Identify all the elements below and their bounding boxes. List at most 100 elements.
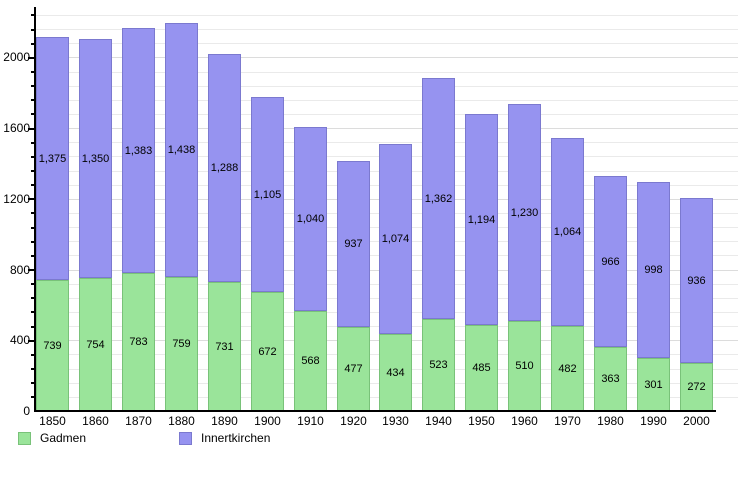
bar-1860: 1,350 754: [79, 39, 112, 411]
value-label: 272: [687, 381, 706, 393]
bar-segment-innertkirchen: 936: [680, 198, 713, 363]
x-axis-tick-label: 1860: [82, 414, 109, 428]
value-label: 523: [429, 359, 448, 371]
y-axis-tick: [28, 198, 35, 201]
bar-segment-innertkirchen: 1,230: [508, 104, 541, 321]
gridline: [36, 71, 738, 73]
legend-label-innertkirchen: Innertkirchen: [201, 431, 271, 445]
x-axis-tick-label: 1920: [340, 414, 367, 428]
y-axis-tick: [31, 297, 35, 300]
bar-segment-innertkirchen: 1,383: [122, 28, 155, 273]
gadmen-legend-swatch: [18, 431, 31, 445]
value-label: 477: [344, 363, 363, 375]
bar-segment-innertkirchen: 937: [337, 161, 370, 327]
bar-segment-gadmen: 272: [680, 363, 713, 411]
value-label: 783: [129, 336, 148, 348]
value-label: 1,438: [167, 144, 196, 156]
bar-segment-innertkirchen: 1,288: [208, 54, 241, 282]
value-label: 363: [601, 373, 620, 385]
bar-1910: 1,040 568: [294, 127, 327, 411]
y-axis-tick: [31, 184, 35, 187]
y-axis-tick: [31, 141, 35, 144]
y-axis-tick: [31, 113, 35, 116]
value-label: 485: [472, 362, 491, 374]
value-label: 1,362: [424, 192, 453, 205]
y-axis-tick: [31, 311, 35, 314]
y-axis-tick-label: 800: [9, 262, 30, 277]
y-axis-tick: [31, 155, 35, 158]
y-axis-tick: [28, 269, 35, 272]
value-label: 1,064: [553, 226, 582, 238]
y-axis-tick: [31, 254, 35, 257]
bar-segment-gadmen: 301: [637, 358, 670, 411]
y-axis-tick: [31, 226, 35, 229]
bar-segment-innertkirchen: 998: [637, 182, 670, 358]
value-label: 966: [601, 255, 620, 268]
bar-1940: 1,362 523: [422, 78, 455, 411]
bar-segment-innertkirchen: 966: [594, 176, 627, 347]
y-axis-tick: [28, 127, 35, 130]
bar-2000: 936 272: [680, 198, 713, 411]
x-axis-tick-label: 1980: [597, 414, 624, 428]
bar-1950: 1,194 485: [465, 114, 498, 411]
bar-segment-innertkirchen: 1,074: [379, 144, 412, 334]
x-axis-tick-label: 2000: [683, 414, 710, 428]
value-label: 510: [515, 360, 534, 372]
bar-segment-innertkirchen: 1,194: [465, 114, 498, 325]
value-label: 1,375: [38, 152, 67, 165]
bar-segment-innertkirchen: 1,350: [79, 39, 112, 278]
value-label: 754: [86, 338, 105, 351]
bar-segment-gadmen: 485: [465, 325, 498, 411]
value-label: 998: [644, 264, 663, 276]
value-label: 1,105: [253, 188, 282, 201]
y-axis-tick-label: 400: [9, 333, 30, 348]
y-axis-tick: [31, 353, 35, 356]
legend-label-gadmen: Gadmen: [40, 431, 87, 445]
y-axis-tick: [31, 28, 35, 31]
x-axis-tick-label: 1960: [511, 414, 538, 428]
gridline: [36, 57, 738, 59]
y-axis-line: [34, 7, 36, 412]
bar-1990: 998 301: [637, 182, 670, 411]
x-axis-tick-label: 1870: [125, 414, 152, 428]
value-label: 936: [687, 274, 706, 287]
bar-segment-gadmen: 739: [36, 280, 69, 411]
x-axis-tick-label: 1970: [554, 414, 581, 428]
bar-segment-gadmen: 672: [251, 292, 284, 411]
legend-item-gadmen: Gadmen: [18, 431, 86, 445]
legend-item-innertkirchen: Innertkirchen: [179, 431, 270, 445]
value-label: 1,350: [81, 152, 110, 165]
y-axis-tick-label: 2000: [3, 50, 30, 65]
x-axis-tick-label: 1850: [39, 414, 66, 428]
x-axis-tick-label: 1990: [640, 414, 667, 428]
value-label: 937: [344, 238, 363, 250]
bar-1960: 1,230 510: [508, 104, 541, 411]
y-axis-tick: [31, 99, 35, 102]
bar-1930: 1,074 434: [379, 144, 412, 411]
y-axis-tick: [31, 170, 35, 173]
value-label: 672: [258, 345, 277, 358]
innertkirchen-legend-swatch: [179, 431, 192, 445]
bar-segment-gadmen: 510: [508, 321, 541, 411]
value-label: 482: [558, 362, 577, 375]
gridline: [36, 142, 738, 144]
bar-segment-innertkirchen: 1,362: [422, 78, 455, 319]
value-label: 1,194: [467, 213, 496, 226]
value-label: 568: [301, 355, 320, 367]
bar-segment-gadmen: 759: [165, 277, 198, 411]
x-axis-tick-label: 1900: [254, 414, 281, 428]
y-axis-tick: [31, 382, 35, 385]
y-axis-tick-label: 1600: [3, 121, 30, 136]
value-label: 1,074: [381, 233, 410, 245]
bar-1880: 1,438 759: [165, 23, 198, 411]
bar-segment-innertkirchen: 1,064: [551, 138, 584, 326]
bar-1980: 966 363: [594, 176, 627, 411]
bar-segment-gadmen: 783: [122, 273, 155, 411]
y-axis-tick: [31, 212, 35, 215]
gridline: [36, 29, 738, 31]
value-label: 301: [644, 378, 663, 391]
